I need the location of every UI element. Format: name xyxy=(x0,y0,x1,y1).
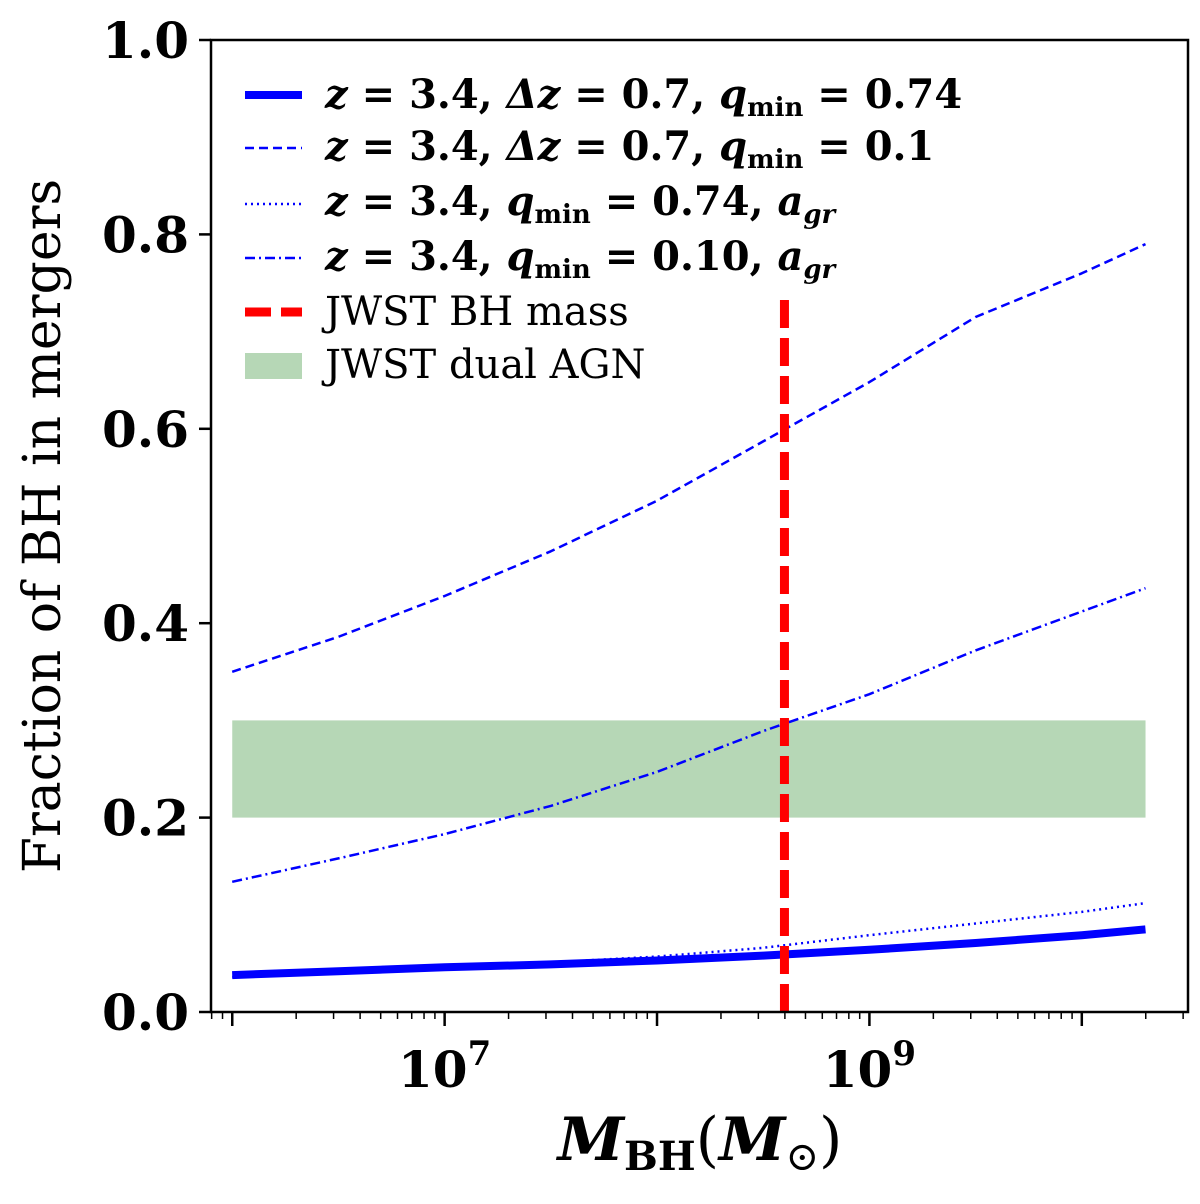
legend-entry-2: z = 3.4, qmin = 0.74, agr xyxy=(245,178,838,230)
x-axis-title: MBH(M⊙) xyxy=(556,1105,843,1180)
legend-label-3: z = 3.4, qmin = 0.10, agr xyxy=(324,233,838,285)
series-line-solid-thick xyxy=(232,925,1146,980)
y-tick-label: 1.0 xyxy=(102,11,189,70)
legend-label-band: JWST dual AGN xyxy=(321,342,646,388)
legend: z = 3.4, Δz = 0.7, qmin = 0.74 z = 3.4, … xyxy=(245,71,962,388)
y-axis-title: Fraction of BH in mergers xyxy=(13,179,73,873)
series-line-dotted xyxy=(232,901,1146,979)
series-line-dashdot xyxy=(231,587,1146,884)
x-tick-label: 109 xyxy=(823,1034,916,1099)
legend-label-vline: JWST BH mass xyxy=(321,289,629,335)
legend-entry-band: JWST dual AGN xyxy=(245,342,646,388)
y-tick-label: 0.0 xyxy=(102,983,189,1042)
y-tick-label: 0.6 xyxy=(102,400,189,459)
legend-label-0: z = 3.4, Δz = 0.7, qmin = 0.74 xyxy=(324,71,962,123)
legend-swatch-band xyxy=(245,353,302,379)
legend-entry-0: z = 3.4, Δz = 0.7, qmin = 0.74 xyxy=(245,71,962,123)
series-line-dashed xyxy=(231,242,1147,673)
plot-frame xyxy=(209,38,1190,1014)
legend-entry-3: z = 3.4, qmin = 0.10, agr xyxy=(245,233,838,285)
x-tick-label: 107 xyxy=(398,1034,491,1099)
jwst-dual-agn-band xyxy=(232,720,1146,818)
legend-entry-1: z = 3.4, Δz = 0.7, qmin = 0.1 xyxy=(245,123,934,175)
legend-label-1: z = 3.4, Δz = 0.7, qmin = 0.1 xyxy=(324,123,934,175)
legend-label-2: z = 3.4, qmin = 0.74, agr xyxy=(324,178,838,230)
y-tick-label: 0.8 xyxy=(102,205,189,264)
y-tick-label: 0.4 xyxy=(102,594,189,653)
legend-entry-vline: JWST BH mass xyxy=(245,289,629,335)
y-tick-label: 0.2 xyxy=(102,789,189,848)
